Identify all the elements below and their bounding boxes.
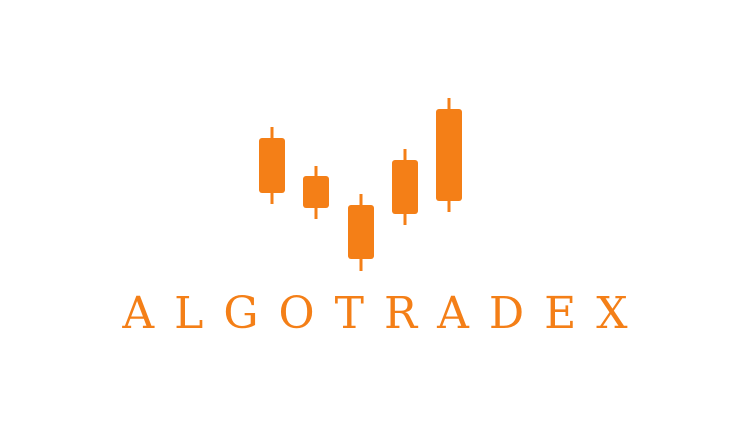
candle-5: [436, 98, 462, 212]
candle-2: [303, 166, 329, 219]
candle-body: [303, 176, 329, 208]
candle-4: [392, 149, 418, 225]
candle-body: [436, 109, 462, 201]
brand-wordmark: ALGOTRADEX: [122, 288, 648, 339]
candle-body: [348, 205, 374, 259]
candle-1: [259, 127, 285, 204]
candle-3: [348, 194, 374, 271]
candle-body: [259, 138, 285, 193]
candle-body: [392, 160, 418, 214]
